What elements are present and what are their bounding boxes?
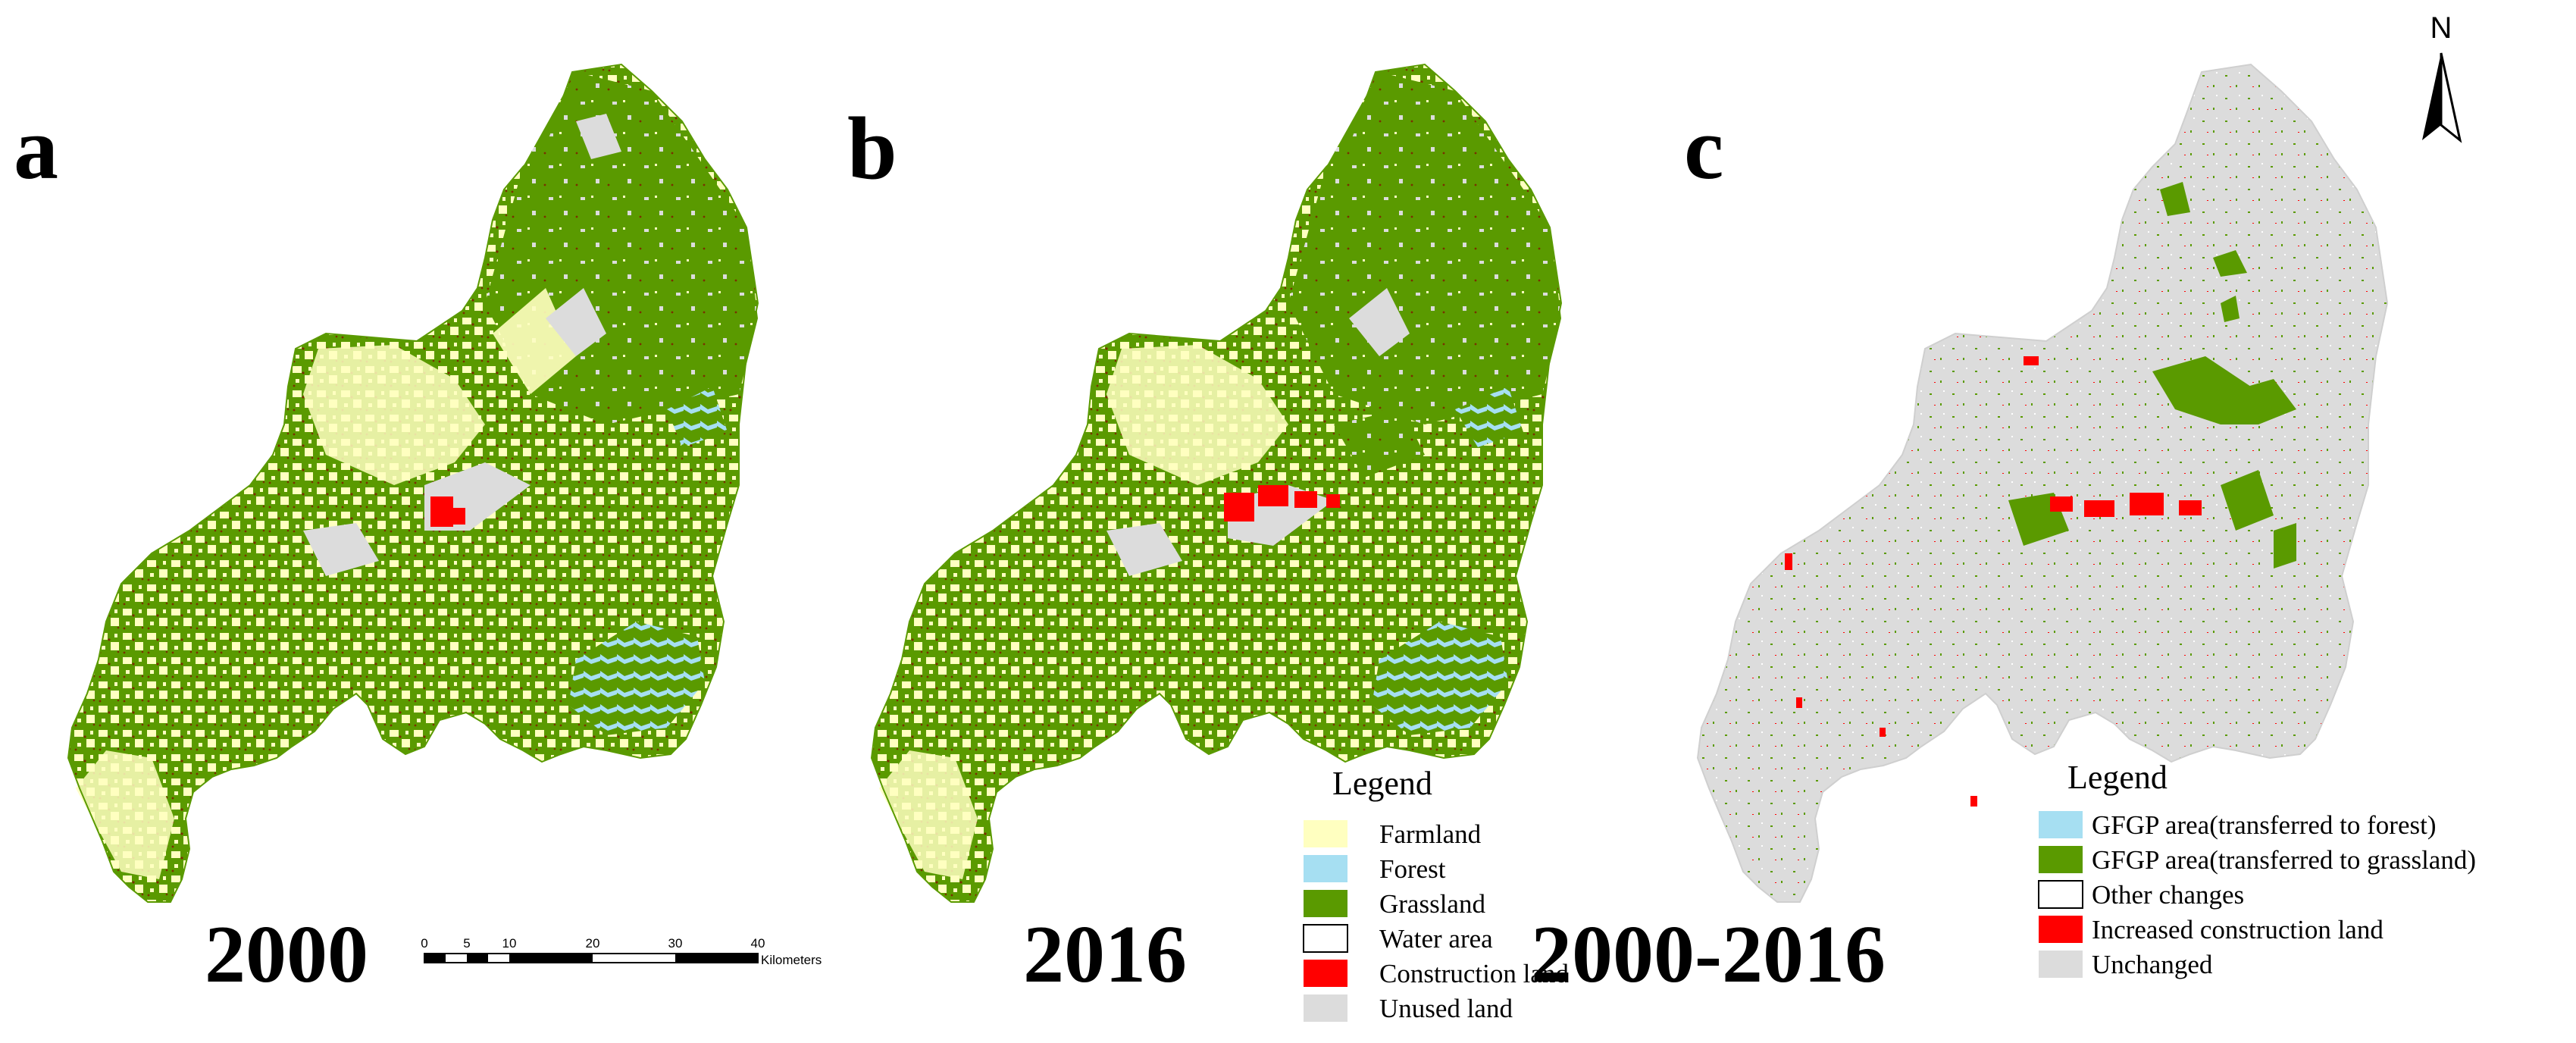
legend-swatch-water xyxy=(1303,924,1348,953)
land-change-map xyxy=(1697,64,2388,903)
legend-label-gfgp-forest: GFGP area(transferred to forest) xyxy=(2092,810,2437,840)
year-label-2000: 2000 xyxy=(205,910,368,1000)
legend-title: Legend xyxy=(1332,765,1432,802)
land-use-map-2016 xyxy=(871,64,1562,903)
legend-label-increased-construction: Increased construction land xyxy=(2092,915,2384,944)
map-panel-2016: b 2016 xyxy=(847,64,1562,1000)
legend-swatch-increased-construction xyxy=(2039,916,2083,943)
legend-swatch-forest xyxy=(1304,855,1347,882)
land-use-map-2000 xyxy=(67,64,759,903)
legend-swatch-farmland xyxy=(1304,820,1347,847)
legend-swatch-grassland xyxy=(1304,890,1347,917)
legend-swatch-other-changes xyxy=(2038,880,2083,909)
legend-label-farmland: Farmland xyxy=(1379,819,1482,849)
legend-label-construction: Construction land xyxy=(1379,959,1569,988)
legend-label-gfgp-grassland: GFGP area(transferred to grassland) xyxy=(2092,845,2476,875)
north-arrow: N xyxy=(2422,11,2462,143)
year-label-2016: 2016 xyxy=(1023,910,1187,1000)
panel-letter-a: a xyxy=(14,99,58,198)
year-label-2000-2016: 2000-2016 xyxy=(1531,910,1886,1000)
scale-tick-20: 20 xyxy=(586,936,600,951)
scale-tick-10: 10 xyxy=(502,936,517,951)
legend-swatch-gfgp-forest xyxy=(2039,811,2083,838)
panel-letter-c: c xyxy=(1684,99,1723,198)
scale-tick-0: 0 xyxy=(421,936,427,951)
scale-bar: 0 5 10 20 30 40 Kilometers xyxy=(421,936,822,967)
north-label: N xyxy=(2430,11,2452,45)
legend-label-forest: Forest xyxy=(1379,854,1446,884)
legend-swatch-construction xyxy=(1304,960,1347,987)
scale-tick-30: 30 xyxy=(668,936,683,951)
legend-change-title: Legend xyxy=(2067,759,2168,796)
scale-tick-5: 5 xyxy=(463,936,470,951)
construction-patch xyxy=(430,496,453,527)
north-arrow-icon xyxy=(2422,52,2462,143)
legend-change: Legend GFGP area(transferred to forest) … xyxy=(2038,759,2476,979)
scale-unit: Kilometers xyxy=(761,953,822,967)
scale-tick-40: 40 xyxy=(751,936,765,951)
panel-letter-b: b xyxy=(847,99,897,198)
map-panel-2000: a 2000 0 5 10 20 30 40 Kilometers xyxy=(14,64,822,1000)
legend-swatch-unchanged xyxy=(2039,951,2083,978)
legend-swatch-unused xyxy=(1304,994,1347,1022)
legend-label-grassland: Grassland xyxy=(1379,889,1485,919)
legend-label-unused: Unused land xyxy=(1379,994,1513,1023)
legend-label-water: Water area xyxy=(1379,924,1493,954)
legend-land-use: Legend Farmland Forest Grassland Water a… xyxy=(1303,765,1569,1023)
map-panel-change: c 2000-2016 xyxy=(1531,64,2388,1000)
legend-label-unchanged: Unchanged xyxy=(2092,950,2213,979)
legend-swatch-gfgp-grassland xyxy=(2039,846,2083,873)
legend-label-other-changes: Other changes xyxy=(2092,880,2244,910)
